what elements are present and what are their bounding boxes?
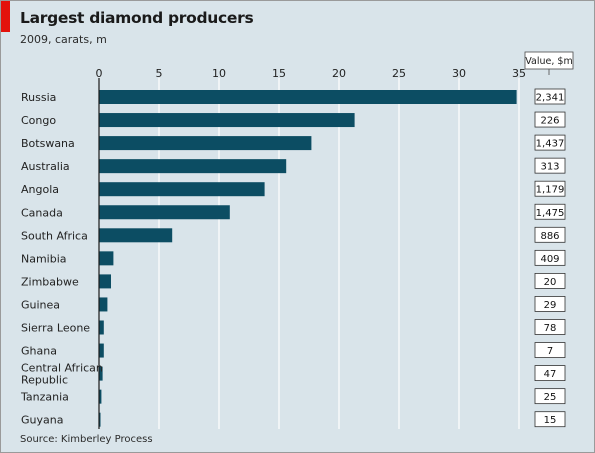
x-tick-label: 35 bbox=[512, 67, 526, 80]
bar bbox=[99, 136, 312, 151]
bar bbox=[99, 90, 517, 104]
category-label: Central African Republic bbox=[21, 362, 103, 387]
category-label: Ghana bbox=[21, 345, 57, 358]
accent-bar bbox=[1, 1, 10, 32]
bar bbox=[99, 274, 111, 289]
value-label: 409 bbox=[540, 254, 559, 265]
value-box bbox=[534, 180, 566, 197]
category-label: Australia bbox=[21, 160, 70, 173]
bar bbox=[99, 228, 173, 243]
value-box bbox=[534, 365, 566, 382]
value-box bbox=[534, 342, 566, 358]
value-column-header: Value, $m bbox=[525, 56, 572, 67]
bar bbox=[99, 251, 114, 266]
value-box bbox=[534, 157, 566, 174]
category-label: Tanzania bbox=[20, 391, 69, 404]
category-label: Namibia bbox=[21, 252, 67, 265]
value-label: 25 bbox=[544, 392, 557, 403]
value-label: 313 bbox=[540, 162, 559, 173]
x-tick-label: 20 bbox=[332, 67, 346, 80]
x-tick-label: 10 bbox=[212, 67, 226, 80]
value-box bbox=[534, 88, 566, 105]
value-label: 1,475 bbox=[536, 208, 565, 219]
value-box bbox=[534, 272, 566, 289]
x-tick-label: 0 bbox=[96, 67, 103, 80]
category-label: Congo bbox=[21, 114, 56, 127]
value-box bbox=[534, 226, 566, 243]
chart-title: Largest diamond producers bbox=[20, 9, 254, 27]
value-box bbox=[534, 249, 566, 266]
category-label: Sierra Leone bbox=[21, 322, 90, 335]
bar bbox=[99, 297, 108, 312]
bar bbox=[99, 389, 102, 404]
category-label: Guyana bbox=[21, 414, 63, 427]
value-box bbox=[534, 134, 566, 151]
value-label: 47 bbox=[544, 369, 557, 380]
category-label: Angola bbox=[21, 183, 59, 196]
value-label: 20 bbox=[544, 277, 557, 288]
value-box bbox=[534, 296, 566, 312]
value-label: 29 bbox=[544, 300, 557, 311]
bar bbox=[99, 205, 230, 220]
category-label: Canada bbox=[21, 206, 63, 219]
value-box bbox=[534, 111, 566, 128]
value-label: 78 bbox=[544, 323, 557, 334]
value-label: 226 bbox=[540, 116, 559, 127]
value-box bbox=[534, 388, 566, 405]
bar bbox=[99, 182, 265, 197]
bar bbox=[99, 159, 287, 174]
category-label: Guinea bbox=[21, 298, 60, 311]
value-label: 2,341 bbox=[536, 93, 565, 104]
category-label: Russia bbox=[21, 91, 56, 104]
value-label: 886 bbox=[540, 231, 559, 242]
value-box bbox=[534, 319, 566, 335]
value-label: 1,179 bbox=[536, 185, 565, 196]
bar bbox=[99, 343, 104, 358]
value-label: 1,437 bbox=[536, 139, 565, 150]
value-label: 7 bbox=[547, 346, 553, 357]
x-tick-label: 25 bbox=[392, 67, 406, 80]
category-label: Botswana bbox=[21, 137, 75, 150]
value-label: 15 bbox=[544, 415, 557, 426]
bar bbox=[99, 366, 103, 381]
value-box bbox=[534, 203, 566, 220]
category-label: Zimbabwe bbox=[21, 275, 79, 288]
x-tick-label: 15 bbox=[272, 67, 286, 80]
bar bbox=[99, 320, 104, 335]
category-label: South Africa bbox=[21, 229, 88, 242]
x-tick-label: 5 bbox=[156, 67, 163, 80]
chart-subtitle: 2009, carats, m bbox=[20, 33, 107, 46]
chart-source: Source: Kimberley Process bbox=[20, 434, 153, 445]
bar bbox=[99, 113, 355, 128]
bar bbox=[99, 412, 101, 427]
value-box bbox=[534, 411, 566, 428]
x-tick-label: 30 bbox=[452, 67, 466, 80]
